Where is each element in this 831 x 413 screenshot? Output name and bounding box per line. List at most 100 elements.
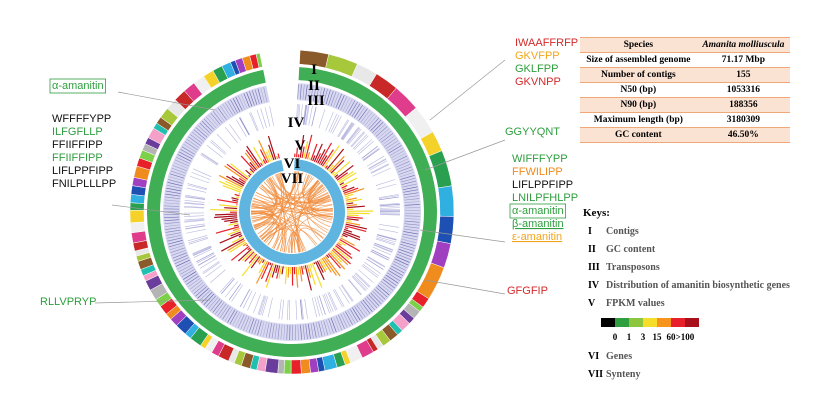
key-label: Transposons xyxy=(606,262,660,273)
transposon-tick xyxy=(320,88,326,103)
fpkm-bar xyxy=(225,180,243,190)
peptide-label: ILFGFLLP xyxy=(52,126,103,138)
gene-tick xyxy=(197,255,216,266)
fpkm-bar xyxy=(216,198,238,204)
fpkm-bar xyxy=(258,139,270,163)
gene-tick xyxy=(375,179,396,186)
scale-swatch xyxy=(601,318,615,327)
gene-tick xyxy=(351,132,366,148)
fpkm-bar xyxy=(267,135,277,160)
table-cell: Species xyxy=(580,37,697,53)
transposon-tick xyxy=(345,311,353,325)
fpkm-bar xyxy=(284,266,288,284)
transposon-tick xyxy=(225,102,234,116)
leader-line xyxy=(94,299,211,304)
peptide-label: WFFFFYPP xyxy=(52,113,111,125)
transposon-tick xyxy=(384,137,397,147)
gene-tick xyxy=(362,263,380,277)
transposon-tick xyxy=(330,317,337,333)
transposon-tick xyxy=(307,323,311,339)
transposon-tick xyxy=(389,268,404,276)
peptide-label: RLLVPRYP xyxy=(40,296,96,308)
gene-tick xyxy=(267,297,273,318)
fpkm-bar xyxy=(341,234,348,238)
fpkm-bar xyxy=(303,141,309,159)
scale-swatch xyxy=(629,318,643,327)
transposon-tick xyxy=(164,205,180,207)
transposon-tick xyxy=(227,101,236,115)
transposon-tick xyxy=(388,270,402,279)
fpkm-bar xyxy=(340,177,358,188)
transposon-tick xyxy=(299,84,302,100)
transposon-tick xyxy=(164,202,180,205)
fpkm-bar xyxy=(219,204,238,208)
gene-tick xyxy=(229,123,242,141)
peptide-label: LNILPFHLPP xyxy=(512,192,578,204)
transposon-tick xyxy=(174,159,189,167)
fpkm-bar xyxy=(299,266,303,282)
transposon-tick xyxy=(243,93,250,108)
transposon-tick xyxy=(402,236,417,241)
transposon-tick xyxy=(170,247,185,253)
transposon-tick xyxy=(283,324,286,340)
table-cell: Maximum length (bp) xyxy=(580,112,697,128)
contig-segment xyxy=(129,209,145,224)
gene-tick xyxy=(240,289,251,308)
transposon-tick xyxy=(310,85,314,101)
fpkm-bar xyxy=(304,265,312,291)
transposon-tick xyxy=(325,89,331,105)
peptide-label: GKVNPP xyxy=(515,76,561,88)
gene-tick xyxy=(333,289,343,308)
fpkm-bar xyxy=(259,149,268,164)
fpkm-bar xyxy=(221,217,238,220)
table-cell: N90 (bp) xyxy=(580,97,697,113)
fpkm-bar xyxy=(227,239,246,252)
transposon-tick xyxy=(402,233,418,238)
gene-tick xyxy=(186,229,206,234)
peptide-label: ε-amanitin xyxy=(512,231,562,243)
fpkm-bar xyxy=(231,175,245,185)
gene-tick xyxy=(278,299,282,320)
gene-tick xyxy=(184,206,205,209)
leader-line xyxy=(111,204,191,216)
gene-tick xyxy=(378,194,399,198)
gene-tick xyxy=(200,153,219,165)
transposon-tick xyxy=(338,314,345,329)
gene-tick xyxy=(184,202,205,205)
synteny-link xyxy=(298,227,324,253)
scale-label: 60 xyxy=(667,332,677,342)
fpkm-bar xyxy=(341,235,344,238)
gene-tick xyxy=(250,112,259,131)
fpkm-bar xyxy=(302,265,305,270)
fpkm-bar xyxy=(227,229,241,236)
transposon-tick xyxy=(277,324,280,340)
fpkm-bar xyxy=(319,258,328,271)
transposon-tick xyxy=(404,223,420,226)
transposon-tick xyxy=(166,234,182,239)
transposon-tick xyxy=(168,240,183,245)
fpkm-bar xyxy=(214,215,238,219)
peptide-label: β-amanitin xyxy=(512,218,564,230)
table-cell: Size of assembled genome xyxy=(580,52,697,68)
transposon-tick xyxy=(370,292,382,305)
table-row: Size of assembled genome 71.17 Mbp xyxy=(580,52,790,68)
fpkm-bar xyxy=(295,266,299,288)
fpkm-bar xyxy=(258,258,264,265)
synteny-link xyxy=(259,171,296,238)
transposon-tick xyxy=(323,320,329,335)
transposon-tick xyxy=(360,110,371,123)
transposon-tick xyxy=(328,90,334,106)
transposon-tick xyxy=(183,271,197,280)
fpkm-bar xyxy=(297,266,300,275)
transposon-tick xyxy=(337,95,345,110)
synteny-link xyxy=(274,174,319,196)
transposon-tick xyxy=(379,283,392,294)
fpkm-bar xyxy=(215,226,240,234)
label-box xyxy=(49,78,107,94)
fpkm-bar xyxy=(321,257,332,273)
fpkm-bar xyxy=(333,161,351,177)
key-numeral: I xyxy=(588,226,592,237)
gene-tick xyxy=(308,105,313,126)
transposon-tick xyxy=(203,118,215,131)
gene-tick xyxy=(203,262,220,274)
